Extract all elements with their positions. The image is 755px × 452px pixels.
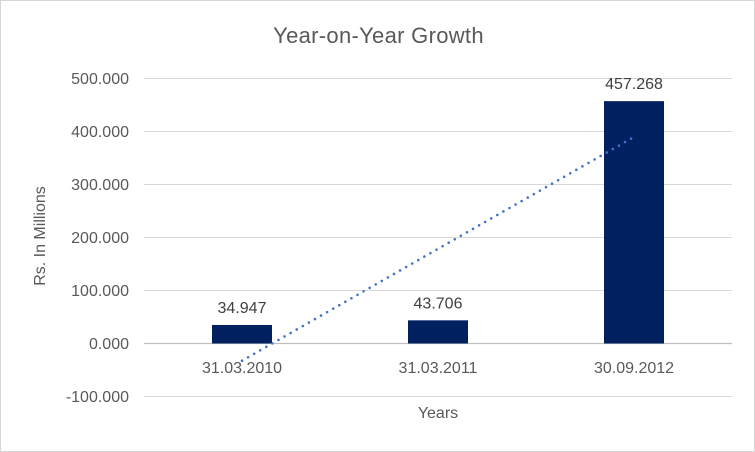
- y-tick-label: -100.000: [66, 389, 129, 406]
- chart-title: Year-on-Year Growth: [273, 23, 484, 48]
- y-tick-label: 200.000: [71, 230, 129, 247]
- x-category-label: 30.09.2012: [594, 360, 674, 377]
- y-tick-label: 400.000: [71, 124, 129, 141]
- bar: [212, 324, 272, 344]
- y-tick-label: 300.000: [71, 177, 129, 194]
- data-label: 34.947: [218, 300, 267, 317]
- x-category-label: 31.03.2011: [399, 360, 478, 377]
- x-axis-title: Years: [417, 405, 459, 422]
- bar: [604, 101, 664, 344]
- bar: [408, 320, 468, 344]
- x-category-label: 31.03.2010: [202, 360, 282, 377]
- y-tick-label: 500.000: [71, 71, 129, 88]
- y-tick-label: 0.000: [89, 336, 129, 353]
- data-label: 457.268: [605, 76, 663, 93]
- y-tick-label: 100.000: [71, 283, 129, 300]
- data-label: 43.706: [414, 295, 463, 312]
